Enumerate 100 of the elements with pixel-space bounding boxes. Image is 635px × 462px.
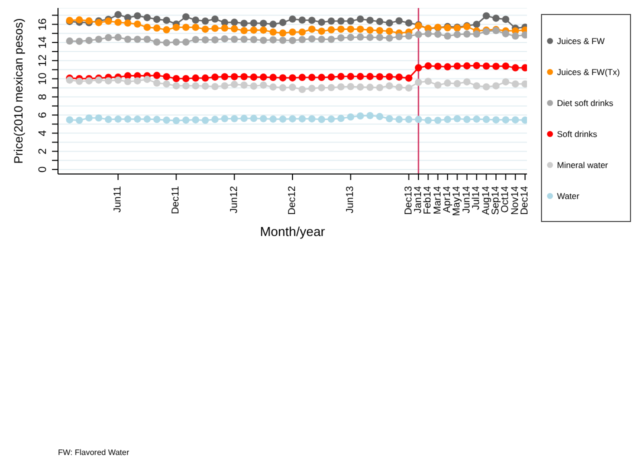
point xyxy=(473,30,480,38)
point xyxy=(240,20,248,27)
point xyxy=(502,16,510,23)
point xyxy=(270,74,277,81)
point xyxy=(512,80,519,88)
point xyxy=(288,84,296,91)
point xyxy=(512,32,519,40)
point xyxy=(308,74,316,81)
point xyxy=(434,82,442,89)
point xyxy=(95,114,102,122)
x-axis-title: Month/year xyxy=(260,224,326,239)
point xyxy=(424,78,432,85)
legend-label: Water xyxy=(557,190,580,200)
point xyxy=(482,116,490,123)
point xyxy=(347,72,354,80)
point xyxy=(366,34,374,41)
point xyxy=(114,11,122,18)
x-tick-label: Jun14 xyxy=(461,186,472,214)
point xyxy=(172,74,180,82)
point xyxy=(124,36,132,43)
x-tick-label: Feb14 xyxy=(422,186,434,214)
x-tick-label: Jul14 xyxy=(471,186,482,210)
y-axis-title: Price(2010 mexican pesos) xyxy=(11,18,26,164)
point xyxy=(356,15,364,23)
point xyxy=(104,34,112,42)
point xyxy=(337,34,345,42)
point xyxy=(192,74,200,82)
point xyxy=(395,84,403,91)
point xyxy=(85,114,93,122)
legend-label: Diet soft drinks xyxy=(557,98,614,108)
point xyxy=(230,36,238,43)
point xyxy=(250,82,258,90)
point xyxy=(298,28,306,36)
point xyxy=(76,38,83,45)
point xyxy=(153,16,160,23)
point xyxy=(337,83,345,90)
point xyxy=(182,24,190,31)
point xyxy=(482,12,490,20)
point xyxy=(250,36,258,44)
point xyxy=(376,18,384,26)
point xyxy=(153,38,160,46)
point xyxy=(318,18,326,26)
point xyxy=(114,18,122,26)
point xyxy=(502,30,510,38)
point xyxy=(192,16,200,24)
y-tick-label: 8 xyxy=(37,94,49,100)
point xyxy=(202,17,209,25)
point xyxy=(182,74,190,82)
point xyxy=(76,78,83,85)
x-tick-label: Jan14 xyxy=(412,186,424,214)
point xyxy=(454,30,461,38)
point xyxy=(366,112,374,120)
point xyxy=(482,62,490,70)
point xyxy=(376,73,384,80)
point xyxy=(492,14,500,22)
point xyxy=(230,73,238,80)
point xyxy=(328,116,335,123)
point xyxy=(221,35,228,42)
point xyxy=(250,74,258,81)
point xyxy=(356,72,364,80)
legend-label: Juices & FW xyxy=(557,36,605,46)
point xyxy=(424,116,432,124)
point xyxy=(454,115,461,122)
point xyxy=(182,38,190,46)
point xyxy=(337,114,345,122)
point xyxy=(512,116,519,124)
point xyxy=(240,36,248,43)
point xyxy=(192,82,200,90)
y-tick-label: 12 xyxy=(37,54,49,67)
y-tick-label: 2 xyxy=(37,148,49,154)
point xyxy=(270,28,277,36)
point xyxy=(66,116,74,124)
point xyxy=(134,20,142,28)
point xyxy=(366,72,374,80)
point xyxy=(144,116,151,123)
x-tick-label: Jun11 xyxy=(112,186,124,213)
point xyxy=(162,39,170,46)
point xyxy=(260,74,268,81)
point xyxy=(134,36,142,43)
point xyxy=(260,115,268,122)
point xyxy=(162,80,170,88)
point xyxy=(386,19,393,27)
x-tick-label: Oct14 xyxy=(500,186,512,213)
point xyxy=(144,76,151,83)
point xyxy=(328,26,335,34)
point xyxy=(434,62,442,70)
point xyxy=(211,74,219,81)
point xyxy=(279,29,286,37)
point xyxy=(182,13,190,20)
point xyxy=(95,36,102,43)
point xyxy=(347,82,354,90)
point xyxy=(473,82,480,90)
point xyxy=(250,26,258,34)
point xyxy=(366,26,374,34)
point xyxy=(288,74,296,82)
point xyxy=(308,35,316,42)
x-tick-label: Nov14 xyxy=(510,186,521,215)
point xyxy=(308,16,316,24)
point xyxy=(473,62,480,70)
point xyxy=(328,74,335,81)
